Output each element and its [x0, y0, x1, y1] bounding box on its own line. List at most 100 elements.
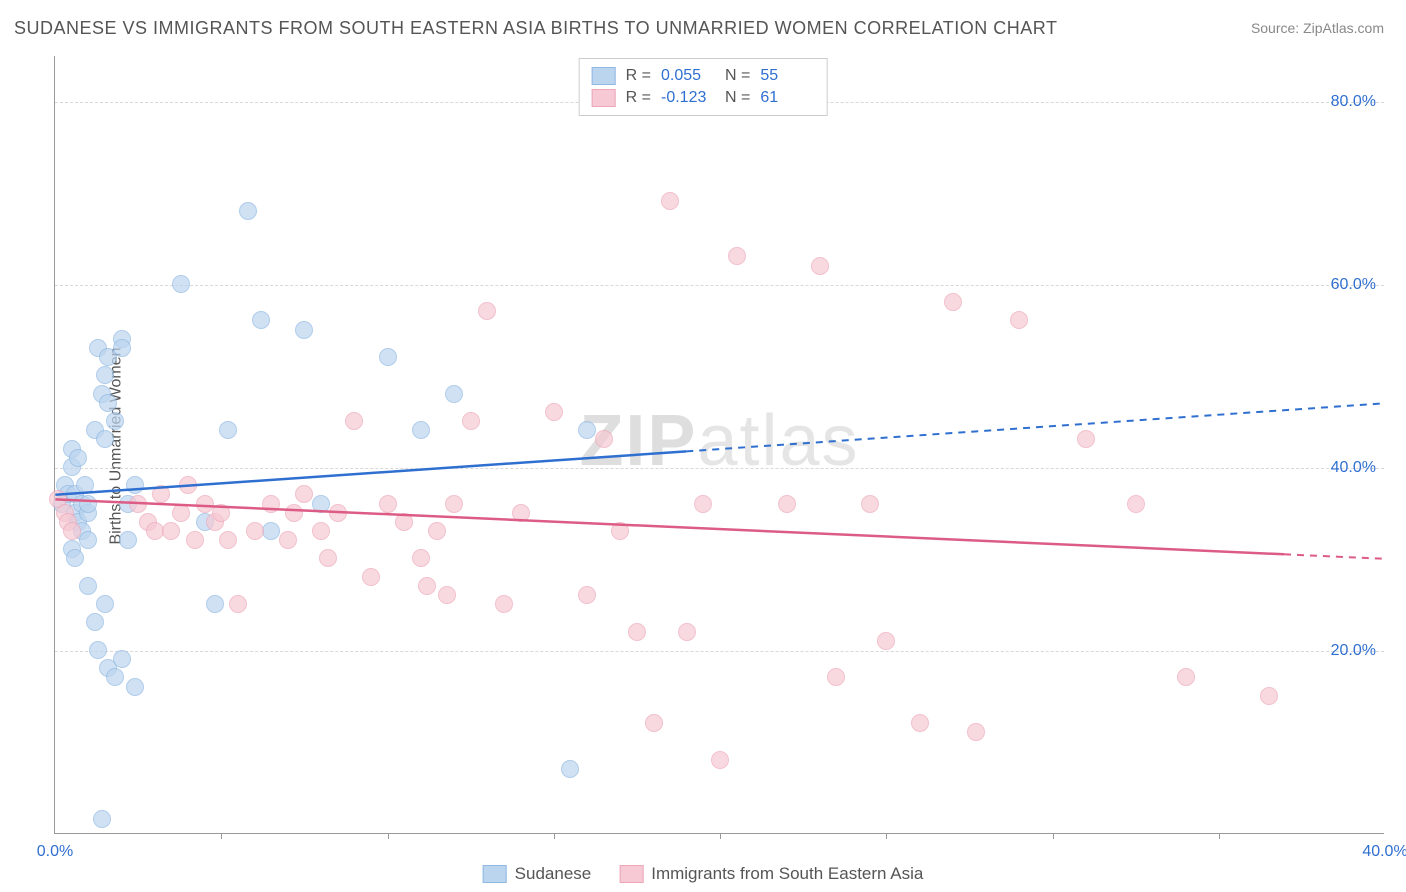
gridline [55, 468, 1384, 469]
scatter-point [694, 495, 712, 513]
trend-line-solid [55, 499, 1284, 554]
scatter-point [711, 751, 729, 769]
legend-row-sea: R = -0.123 N = 61 [592, 87, 815, 109]
scatter-point [445, 495, 463, 513]
scatter-point [628, 623, 646, 641]
trend-line-dashed [686, 403, 1383, 451]
scatter-point [252, 311, 270, 329]
chart-title: SUDANESE VS IMMIGRANTS FROM SOUTH EASTER… [14, 18, 1057, 39]
scatter-point [79, 495, 97, 513]
scatter-point [412, 421, 430, 439]
n-label: N = [725, 67, 750, 85]
gridline [55, 651, 1384, 652]
scatter-point [219, 421, 237, 439]
scatter-point [96, 430, 114, 448]
scatter-point [146, 522, 164, 540]
scatter-point [113, 339, 131, 357]
series-legend: Sudanese Immigrants from South Eastern A… [483, 864, 924, 884]
x-tick-label: 40.0% [1362, 843, 1406, 861]
scatter-point [172, 504, 190, 522]
scatter-point [196, 495, 214, 513]
scatter-point [206, 595, 224, 613]
swatch-sudanese [592, 67, 616, 85]
n-value-sea: 61 [760, 89, 814, 107]
legend-row-sudanese: R = 0.055 N = 55 [592, 65, 815, 87]
scatter-point [79, 577, 97, 595]
x-tick-mark [720, 833, 721, 839]
scatter-point [312, 495, 330, 513]
scatter-point [611, 522, 629, 540]
x-tick-label: 0.0% [37, 843, 73, 861]
scatter-point [661, 192, 679, 210]
scatter-point [312, 522, 330, 540]
x-tick-mark [388, 833, 389, 839]
legend-label-sudanese: Sudanese [515, 864, 592, 884]
x-tick-mark [1053, 833, 1054, 839]
scatter-point [113, 650, 131, 668]
x-tick-mark [1219, 833, 1220, 839]
swatch-sea [592, 89, 616, 107]
scatter-point [478, 302, 496, 320]
scatter-point [295, 321, 313, 339]
scatter-point [162, 522, 180, 540]
scatter-point [418, 577, 436, 595]
scatter-point [172, 275, 190, 293]
scatter-point [246, 522, 264, 540]
r-label: R = [626, 67, 651, 85]
scatter-point [1077, 430, 1095, 448]
scatter-point [186, 531, 204, 549]
gridline [55, 285, 1384, 286]
y-tick-label: 60.0% [1331, 276, 1376, 294]
legend-item-sudanese: Sudanese [483, 864, 592, 884]
scatter-point [179, 476, 197, 494]
legend-label-sea: Immigrants from South Eastern Asia [651, 864, 923, 884]
scatter-point [96, 595, 114, 613]
y-tick-label: 20.0% [1331, 642, 1376, 660]
scatter-point [395, 513, 413, 531]
scatter-point [126, 476, 144, 494]
scatter-point [445, 385, 463, 403]
scatter-point [279, 531, 297, 549]
scatter-point [126, 678, 144, 696]
scatter-point [239, 202, 257, 220]
trend-line-dashed [1284, 554, 1384, 558]
correlation-legend: R = 0.055 N = 55 R = -0.123 N = 61 [579, 58, 828, 116]
scatter-point [877, 632, 895, 650]
scatter-point [438, 586, 456, 604]
scatter-point [93, 810, 111, 828]
scatter-point [827, 668, 845, 686]
y-tick-label: 80.0% [1331, 93, 1376, 111]
scatter-point [561, 760, 579, 778]
n-value-sudanese: 55 [760, 67, 814, 85]
scatter-point [412, 549, 430, 567]
scatter-point [262, 522, 280, 540]
scatter-point [578, 421, 596, 439]
trend-line-solid [55, 451, 686, 494]
swatch-sudanese [483, 865, 507, 883]
scatter-point [212, 504, 230, 522]
scatter-point [152, 485, 170, 503]
scatter-point [495, 595, 513, 613]
scatter-point [595, 430, 613, 448]
r-label: R = [626, 89, 651, 107]
scatter-point [645, 714, 663, 732]
r-value-sea: -0.123 [661, 89, 715, 107]
watermark: ZIPatlas [579, 399, 859, 481]
source-label: Source: ZipAtlas.com [1251, 20, 1384, 36]
scatter-point [89, 641, 107, 659]
scatter-point [66, 549, 84, 567]
scatter-point [329, 504, 347, 522]
scatter-point [76, 476, 94, 494]
scatter-point [1260, 687, 1278, 705]
scatter-point [362, 568, 380, 586]
scatter-plot-area: ZIPatlas 20.0%40.0%60.0%80.0%0.0%40.0% [54, 56, 1384, 834]
scatter-point [379, 495, 397, 513]
scatter-point [119, 531, 137, 549]
scatter-point [428, 522, 446, 540]
scatter-point [1177, 668, 1195, 686]
r-value-sudanese: 0.055 [661, 67, 715, 85]
scatter-point [69, 449, 87, 467]
scatter-point [63, 522, 81, 540]
scatter-point [462, 412, 480, 430]
scatter-point [229, 595, 247, 613]
